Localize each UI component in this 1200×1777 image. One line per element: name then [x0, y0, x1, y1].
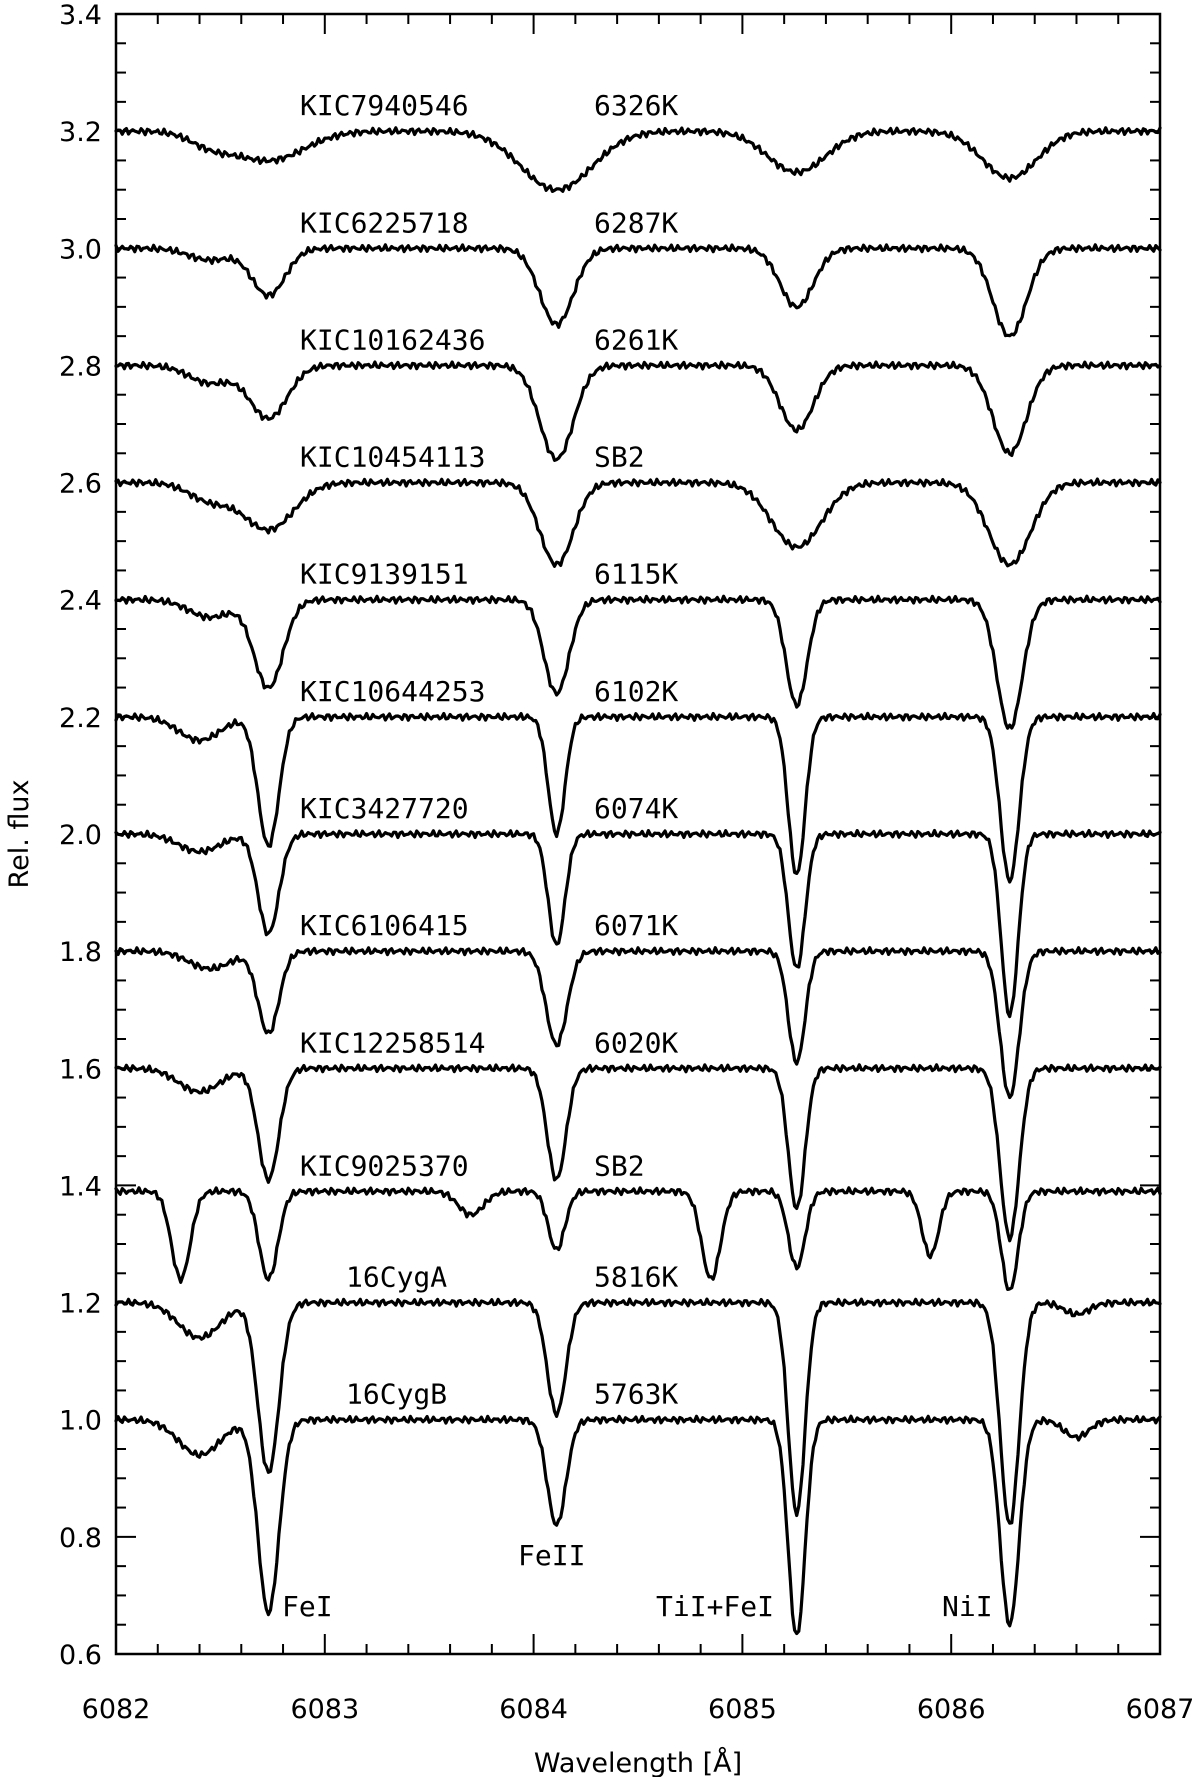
spectrum-line: [114, 711, 1162, 884]
series-teff-label: SB2: [594, 441, 645, 474]
series-teff-label: 6287K: [594, 206, 678, 239]
y-tick-label: 3.4: [59, 0, 102, 31]
series-teff-label: SB2: [594, 1149, 645, 1182]
series-name-label: 16CygA: [346, 1261, 447, 1294]
spectrum-line: [114, 477, 1162, 568]
series-teff-label: 6115K: [594, 558, 678, 591]
x-tick-label: 6086: [917, 1694, 986, 1725]
series-name-label: KIC12258514: [300, 1026, 485, 1059]
line-annotation-label: FeI: [282, 1590, 333, 1623]
spectrum-line: [114, 946, 1162, 1100]
series-name-label: KIC6225718: [300, 206, 469, 239]
series-teff-label: 5763K: [594, 1378, 678, 1411]
series-labels: KIC7940546 6326K KIC6225718 6287K KIC1016243…: [300, 89, 678, 1411]
x-tick-label: 6082: [82, 1694, 151, 1725]
line-annotations: FeI FeII TiI+FeI NiI: [282, 1539, 993, 1623]
spectrum-line: [114, 1414, 1162, 1636]
series-teff-label: 6326K: [594, 89, 678, 122]
y-tick-label: 2.4: [59, 586, 102, 617]
line-annotation-label: TiI+FeI: [656, 1590, 774, 1623]
y-tick-label: 2.2: [59, 703, 102, 734]
y-tick-label: 1.0: [59, 1406, 102, 1437]
y-tick-label: 3.0: [59, 234, 102, 265]
spectrum-line: [114, 360, 1162, 462]
line-annotation-label: NiI: [942, 1590, 993, 1623]
y-tick-label: 2.6: [59, 469, 102, 500]
x-tick-labels: 6082 6083 6084 6085 6086 6087: [82, 1694, 1195, 1725]
spectrum-line: [114, 243, 1162, 338]
spectrum-line: [114, 1297, 1162, 1525]
series-name-label: KIC10644253: [300, 675, 485, 708]
series-teff-label: 6071K: [594, 909, 678, 942]
series-name-label: 16CygB: [346, 1378, 447, 1411]
spectrum-line: [114, 126, 1162, 193]
series-name-label: KIC6106415: [300, 909, 469, 942]
y-tick-labels: 0.6 0.8 1.0 1.2 1.4 1.6 1.8 2.0 2.2 2.4 2.6 2.8 3.0 3…: [59, 0, 102, 1671]
y-tick-label: 0.6: [59, 1640, 102, 1671]
x-tick-label: 6084: [499, 1694, 568, 1725]
y-tick-label: 0.8: [59, 1523, 102, 1554]
y-tick-label: 3.2: [59, 117, 102, 148]
spectrum-line: [114, 1063, 1162, 1243]
series-name-label: KIC7940546: [300, 89, 469, 122]
y-tick-label: 1.2: [59, 1289, 102, 1320]
y-tick-label: 1.6: [59, 1054, 102, 1085]
y-tick-label: 1.8: [59, 937, 102, 968]
x-tick-label: 6083: [290, 1694, 359, 1725]
spectrum-line: [114, 594, 1162, 730]
series-name-label: KIC9025370: [300, 1149, 469, 1182]
series-name-label: KIC9139151: [300, 558, 469, 591]
series-teff-label: 6020K: [594, 1026, 678, 1059]
y-tick-label: 1.4: [59, 1171, 102, 1202]
series-teff-label: 5816K: [594, 1261, 678, 1294]
series-name-label: KIC10454113: [300, 441, 485, 474]
series-teff-label: 6102K: [594, 675, 678, 708]
y-tick-label: 2.8: [59, 351, 102, 382]
spectrum-line: [114, 1186, 1162, 1291]
series-teff-label: 6074K: [594, 792, 678, 825]
y-axis-title: Rel. flux: [4, 780, 35, 889]
spectrum-line: [114, 828, 1162, 1019]
line-annotation-label: FeII: [518, 1539, 585, 1572]
series-name-label: KIC10162436: [300, 323, 485, 356]
x-tick-label: 6087: [1126, 1694, 1195, 1725]
x-tick-label: 6085: [708, 1694, 777, 1725]
x-axis-title: Wavelength [Å]: [534, 1747, 742, 1777]
spectra-lines: [114, 126, 1162, 1636]
y-tick-label: 2.0: [59, 820, 102, 851]
series-teff-label: 6261K: [594, 323, 678, 356]
series-name-label: KIC3427720: [300, 792, 469, 825]
